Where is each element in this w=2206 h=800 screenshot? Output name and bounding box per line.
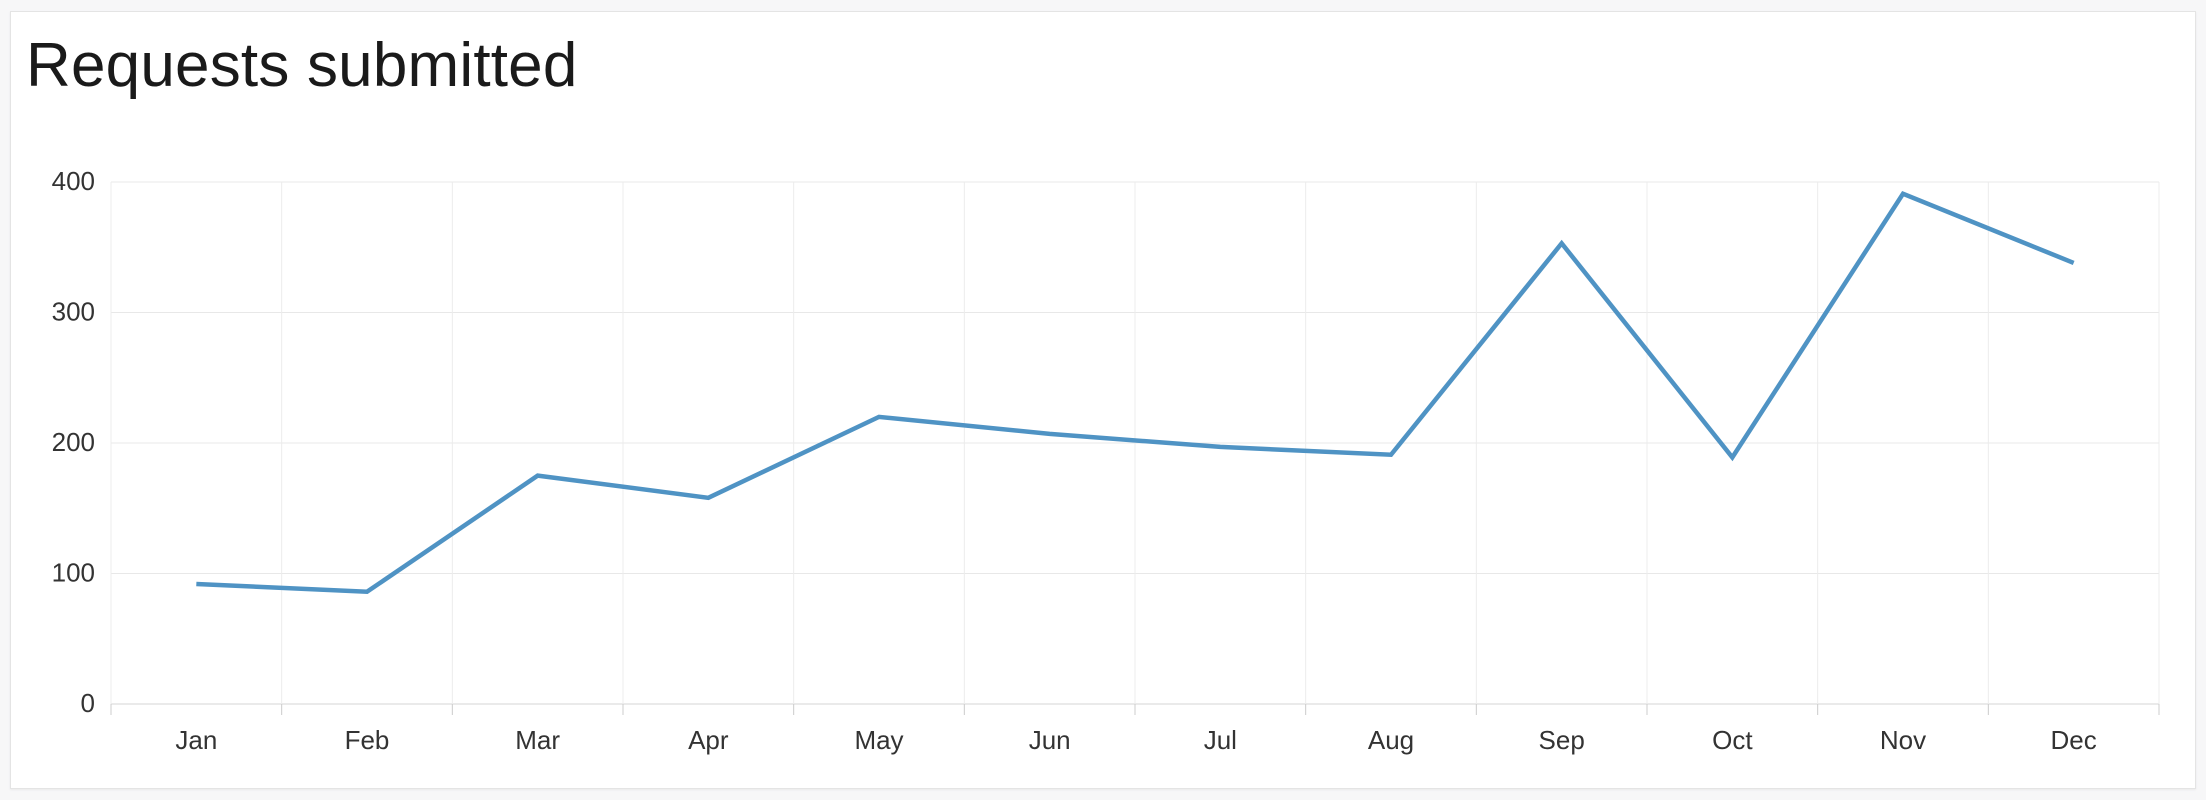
svg-text:Aug: Aug [1368,725,1414,755]
svg-text:0: 0 [81,688,95,718]
svg-text:Jan: Jan [175,725,217,755]
svg-text:Feb: Feb [345,725,390,755]
svg-text:Apr: Apr [688,725,729,755]
svg-text:Dec: Dec [2051,725,2097,755]
svg-text:Jul: Jul [1204,725,1237,755]
svg-text:200: 200 [52,427,95,457]
svg-text:100: 100 [52,558,95,588]
svg-text:Jun: Jun [1029,725,1071,755]
svg-text:300: 300 [52,297,95,327]
svg-text:Nov: Nov [1880,725,1926,755]
svg-text:Sep: Sep [1539,725,1585,755]
svg-text:400: 400 [52,166,95,196]
svg-text:May: May [854,725,903,755]
svg-text:Mar: Mar [515,725,560,755]
svg-text:Oct: Oct [1712,725,1753,755]
